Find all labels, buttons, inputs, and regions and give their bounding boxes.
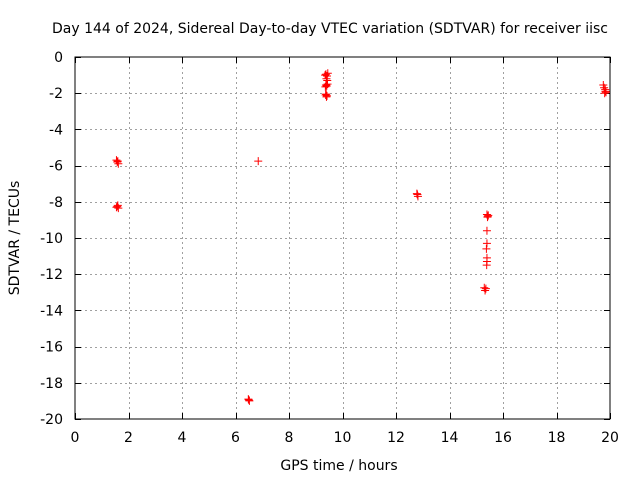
y-tick-labels: 0 -2 -4 -6 -8 -10 -12 -14 -16 -18 -20 (40, 50, 63, 428)
data-point (321, 81, 330, 90)
y-tick-label: -20 (40, 412, 63, 428)
data-point (481, 284, 490, 293)
data-point (322, 91, 331, 100)
y-tick-label: -16 (40, 340, 63, 356)
data-point (112, 203, 121, 212)
grid (75, 57, 610, 419)
x-tick-label: 4 (178, 430, 187, 446)
x-tick-label: 2 (124, 430, 133, 446)
data-point (484, 211, 493, 220)
data-point (322, 90, 331, 99)
data-point (322, 81, 331, 90)
y-tick-label: -4 (49, 122, 63, 138)
data-point (413, 190, 422, 199)
y-tick-label: -12 (40, 267, 63, 283)
x-axis-label: GPS time / hours (280, 458, 397, 474)
y-axis-label: SDTVAR / TECUs (7, 181, 23, 296)
data-point (244, 395, 253, 404)
data-point (481, 286, 490, 295)
data-point (112, 156, 121, 165)
y-tick-label: -18 (40, 376, 63, 392)
data-point (483, 212, 492, 221)
data-point (601, 88, 610, 97)
data-point (321, 91, 330, 100)
x-tick-label: 10 (334, 430, 352, 446)
x-tick-label: 6 (231, 430, 240, 446)
data-point (482, 257, 491, 266)
y-tick-label: -10 (40, 231, 63, 247)
data-point (600, 89, 609, 98)
data-point (600, 83, 609, 92)
data-point (321, 70, 330, 79)
data-points (112, 69, 610, 405)
plot-frame (74, 56, 611, 420)
y-tick-label: -6 (49, 159, 63, 175)
data-point (482, 226, 491, 235)
data-point (601, 87, 610, 96)
x-tick-label: 12 (387, 430, 405, 446)
y-tick-label: -14 (40, 303, 63, 319)
x-tick-label: 14 (441, 430, 459, 446)
data-point (254, 157, 263, 166)
x-tick-label: 0 (71, 430, 80, 446)
y-tick-label: -8 (49, 195, 63, 211)
data-point (244, 395, 253, 404)
x-tick-label: 18 (548, 430, 566, 446)
data-point (322, 74, 331, 83)
data-point (482, 239, 491, 248)
data-point (113, 201, 122, 210)
x-tick-label: 20 (601, 430, 619, 446)
data-point (323, 80, 332, 89)
y-tick-label: -2 (49, 86, 63, 102)
x-tick-labels: 0 2 4 6 8 10 12 14 16 18 20 (71, 430, 619, 446)
data-point (482, 244, 491, 253)
data-point (413, 192, 422, 201)
chart-title: Day 144 of 2024, Sidereal Day-to-day VTE… (52, 21, 608, 37)
data-point (113, 202, 122, 211)
data-point (323, 69, 332, 78)
x-tick-label: 16 (494, 430, 512, 446)
x-tick-label: 8 (285, 430, 294, 446)
data-point (113, 157, 122, 166)
data-point (245, 396, 254, 405)
data-point (113, 157, 122, 166)
y-tick-label: 0 (54, 50, 63, 66)
